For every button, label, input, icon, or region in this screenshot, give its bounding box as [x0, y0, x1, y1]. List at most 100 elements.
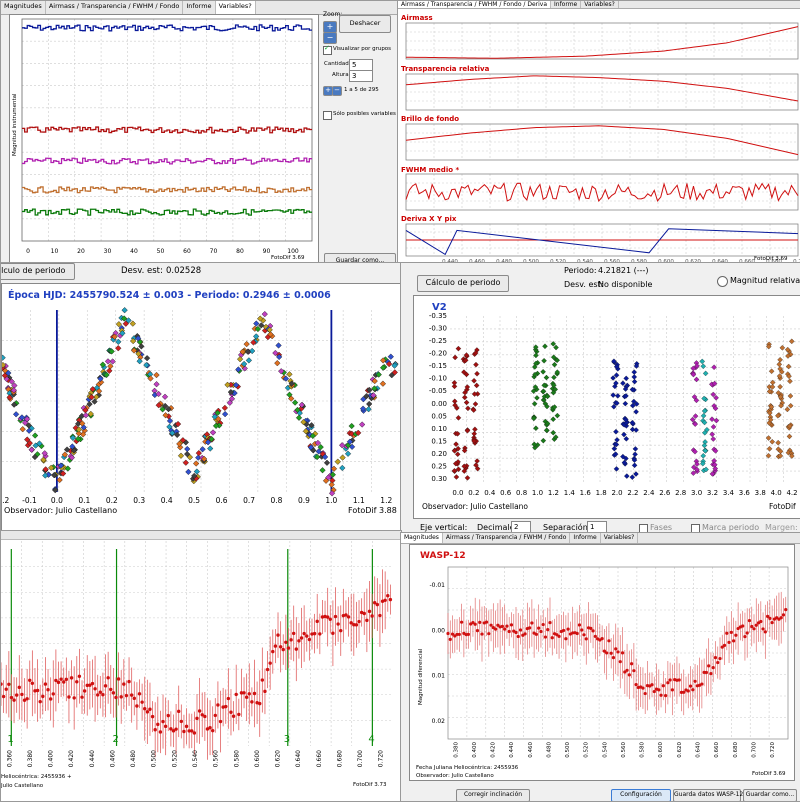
- v2-data-point: [787, 423, 793, 429]
- transit-data-point: [140, 700, 144, 704]
- save-wasp-data-button[interactable]: Guarda datos WASP-12: [673, 789, 743, 801]
- v2-data-point: [631, 398, 637, 405]
- transit-data-point: [101, 692, 105, 697]
- config-button[interactable]: Configuración: [611, 789, 671, 801]
- phase-data-point: [69, 434, 77, 441]
- phase-data-point: [115, 321, 122, 328]
- tab-variables-2[interactable]: Variables?: [581, 1, 619, 8]
- transit-data-point: [273, 644, 278, 648]
- v2-data-point: [551, 361, 558, 368]
- transit-data-point: [315, 619, 319, 624]
- phase-data-point: [31, 453, 39, 461]
- phase-data-point: [339, 442, 346, 449]
- v2-data-point: [712, 461, 718, 468]
- tab-airmass-deriva[interactable]: Airmass / Transparencia / FWHM / Fondo /…: [398, 1, 551, 8]
- v2-data-point: [768, 368, 775, 375]
- transit-data-point: [195, 716, 199, 721]
- zoom-out-button[interactable]: −: [323, 32, 337, 44]
- undo-button[interactable]: Deshacer: [339, 15, 391, 33]
- save-as-button-wasp[interactable]: Guardar como...: [743, 789, 797, 801]
- tab-informe[interactable]: Informe: [183, 1, 216, 14]
- period-calc-button-left[interactable]: Cálculo de periodo: [1, 263, 75, 280]
- relmag-radio[interactable]: [717, 276, 728, 287]
- phase-data-point: [11, 382, 18, 389]
- v2-data-point: [710, 391, 717, 398]
- phase-data-point: [346, 438, 354, 445]
- phase-data-point: [129, 320, 136, 327]
- transit-data-point: [284, 640, 288, 645]
- v2-data-point: [540, 369, 546, 375]
- phase-data-point: [169, 429, 176, 437]
- wasp-data-point: [475, 628, 480, 633]
- correct-tilt-button[interactable]: Corregir inclinación: [456, 789, 530, 801]
- tab-wasp-airmass[interactable]: Airmass / Transparencia / FWHM / Fondo: [443, 533, 571, 543]
- transit-data-point: [116, 677, 121, 681]
- transit-data-point: [187, 729, 191, 733]
- phase-data-point: [26, 427, 33, 434]
- group-checkbox[interactable]: [323, 44, 332, 55]
- next-group-button[interactable]: −: [332, 86, 342, 96]
- phase-data-point: [288, 380, 295, 387]
- v2-data-point: [540, 388, 547, 395]
- transit-data-point: [221, 705, 225, 709]
- v2-data-point: [620, 453, 626, 460]
- transit-data-point: [237, 712, 241, 717]
- phase-xtick-label: 0.3: [133, 496, 145, 505]
- transit-data-point: [122, 682, 126, 686]
- transit-data-point: [30, 681, 35, 685]
- tab-wasp-variables[interactable]: Variables?: [601, 533, 639, 543]
- v2-data-point: [613, 441, 620, 448]
- wasp-data-point: [591, 629, 595, 633]
- phase-data-point: [75, 420, 82, 427]
- v2-data-point: [550, 341, 556, 347]
- phase-data-point: [57, 462, 64, 469]
- tab-airmass[interactable]: Airmass / Transparencia / FWHM / Fondo: [46, 1, 184, 14]
- tab-informe-2[interactable]: Informe: [551, 1, 582, 8]
- airmass-tabs: Airmass / Transparencia / FWHM / Fondo /…: [398, 1, 800, 9]
- phase-data-point: [23, 415, 31, 423]
- v2-ytick-label: 0.05: [431, 412, 447, 420]
- v2-data-point: [462, 357, 469, 364]
- phase-data-point: [355, 429, 362, 436]
- transit-data-point: [64, 677, 69, 682]
- wasp-data-point: [736, 626, 740, 631]
- transparency-title: Transparencia relativa: [401, 65, 490, 73]
- only-variables-checkbox[interactable]: [323, 111, 332, 120]
- wasp-data-point: [460, 620, 464, 624]
- phase-data-point: [138, 343, 145, 350]
- v2-data-point: [533, 352, 539, 359]
- transit-data-point: [365, 618, 369, 623]
- phase-data-point: [295, 414, 303, 421]
- v2-data-point: [631, 457, 638, 463]
- wasp-window: Magnitudes Airmass / Transparencia / FWH…: [400, 532, 800, 802]
- v2-ytick-label: -0.25: [429, 337, 447, 345]
- v2-data-point: [623, 375, 629, 382]
- wasp-data-point: [766, 614, 770, 619]
- transit-data-point: [192, 731, 197, 735]
- v2-data-point: [474, 458, 480, 464]
- v2-data-point: [474, 465, 481, 472]
- period-calc-button[interactable]: Cálculo de periodo: [417, 275, 509, 292]
- phase-data-point: [307, 444, 315, 451]
- phase-data-point: [147, 371, 154, 378]
- phase-title: Época HJD: 2455790.524 ± 0.003 - Periodo…: [8, 290, 331, 301]
- v2-data-point: [768, 404, 775, 410]
- v2-data-point: [550, 354, 557, 360]
- wasp-xtick-label: 0.720: [770, 742, 776, 758]
- tab-magnitudes[interactable]: Magnitudes: [1, 1, 46, 14]
- height-stepper[interactable]: 3: [349, 70, 373, 82]
- v2-data-point: [543, 427, 550, 433]
- wasp-data-point: [611, 656, 616, 660]
- v2-data-point: [713, 417, 720, 424]
- v2-data-point: [453, 441, 459, 447]
- v2-data-point: [690, 365, 697, 372]
- wasp-ylabel: Magnitud diferencial: [418, 648, 424, 705]
- tab-wasp-magnitudes[interactable]: Magnitudes: [401, 533, 443, 543]
- tab-wasp-informe[interactable]: Informe: [570, 533, 601, 543]
- tab-variables[interactable]: Variables?: [215, 1, 256, 14]
- wasp-data-point: [722, 643, 727, 647]
- wasp-xtick-label: 0.560: [621, 742, 627, 758]
- v2-data-point: [713, 395, 719, 401]
- wasp-ytick-label: 0.02: [432, 718, 446, 725]
- transit-data-point: [344, 613, 348, 617]
